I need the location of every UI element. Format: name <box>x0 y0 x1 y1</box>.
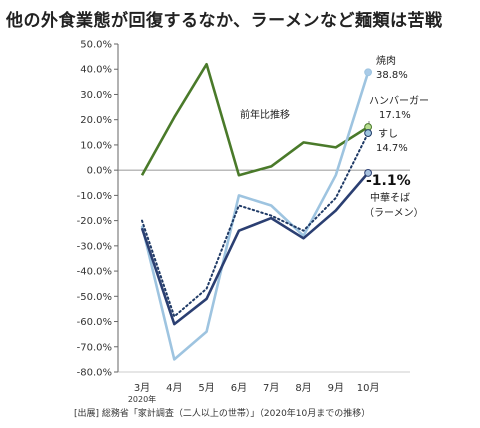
source-note: [出展] 総務省「家計調査（二人以上の世帯）」（2020年10月までの推移） <box>74 409 371 419</box>
y-tick-label: -50.0% <box>77 292 112 303</box>
y-tick-label: -30.0% <box>77 241 112 252</box>
x-year-label: 2020年 <box>128 394 156 404</box>
hamburger-value: 17.1% <box>379 110 411 121</box>
ramen-value: -1.1% <box>366 173 411 189</box>
annotations: 前年比推移 焼肉 38.8% ハンバーガー 17.1% すし 14.7% -1.… <box>240 54 429 219</box>
series-line-2 <box>141 132 370 318</box>
x-axis: 3月 4月 5月 6月 7月 8月 9月 10月 2020年 <box>118 371 410 404</box>
y-axis: 50.0% 40.0% 30.0% 20.0% 10.0% 0.0% -10.0% -20.0… <box>77 40 410 379</box>
x-tick-label: 3月 <box>134 382 150 394</box>
sushi-label: すし <box>378 128 398 140</box>
y-tick-label: -40.0% <box>77 267 112 278</box>
series-layer <box>140 62 373 361</box>
x-tick-label: 10月 <box>357 382 380 394</box>
y-tick-label: -80.0% <box>77 368 112 379</box>
series-endpoint-3 <box>364 169 373 177</box>
series-line-0 <box>140 62 369 177</box>
y-tick-label: 0.0% <box>87 166 112 177</box>
series-line-1 <box>140 71 370 361</box>
yakiniku-value: 38.8% <box>376 70 408 81</box>
x-tick-label: 6月 <box>231 382 247 394</box>
y-tick-label: -20.0% <box>77 216 112 227</box>
y-tick-label: 20.0% <box>80 115 112 126</box>
y-tick-label: -10.0% <box>77 191 112 202</box>
yakiniku-label: 焼肉 <box>376 54 396 67</box>
y-tick-label: 50.0% <box>80 40 112 51</box>
x-tick-label: 4月 <box>166 382 182 394</box>
y-tick-label: 30.0% <box>80 90 112 101</box>
hamburger-label: ハンバーガー <box>369 95 429 107</box>
chart-title: 他の外食業態が回復するなか、ラーメンなど麺類は苦戦 <box>6 11 443 31</box>
series-endpoint-2 <box>364 129 373 137</box>
sushi-value: 14.7% <box>376 143 408 154</box>
y-tick-label: 10.0% <box>80 140 112 151</box>
y-tick-label: -70.0% <box>77 342 112 353</box>
x-tick-label: 7月 <box>263 382 279 394</box>
trend-label: 前年比推移 <box>240 108 290 121</box>
y-tick-label: 40.0% <box>80 65 112 76</box>
x-tick-label: 9月 <box>328 382 344 394</box>
x-tick-label: 5月 <box>198 382 214 394</box>
ramen-label-line1: 中華そば <box>370 191 410 204</box>
series-line-3 <box>140 172 370 326</box>
x-tick-label: 8月 <box>295 382 311 394</box>
series-endpoint-1 <box>364 68 373 77</box>
y-tick-label: -60.0% <box>77 317 112 328</box>
ramen-label-line2: （ラーメン） <box>364 207 424 219</box>
